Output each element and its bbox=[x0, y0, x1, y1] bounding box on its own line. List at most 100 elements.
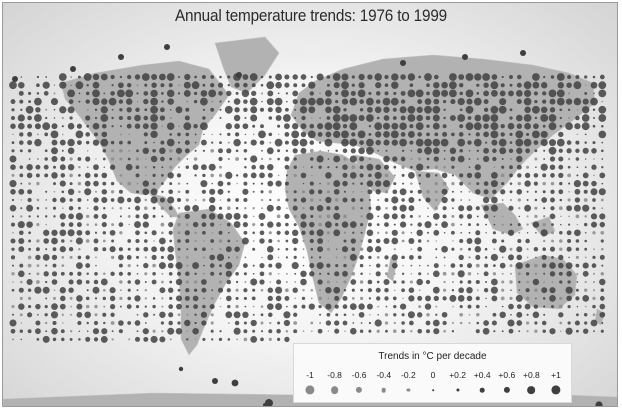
trend-dot bbox=[218, 156, 223, 162]
trend-dot bbox=[161, 166, 164, 169]
trend-dot bbox=[259, 230, 265, 236]
trend-dot bbox=[525, 288, 530, 293]
trend-dot bbox=[459, 91, 463, 96]
trend-dot bbox=[151, 73, 158, 81]
trend-dot bbox=[457, 295, 465, 302]
trend-dot bbox=[384, 222, 389, 228]
trend-dot bbox=[309, 91, 314, 96]
legend-dot bbox=[406, 388, 410, 392]
trend-dot bbox=[432, 319, 440, 327]
trend-dot bbox=[28, 182, 31, 185]
trend-dot bbox=[377, 215, 380, 218]
trend-dot bbox=[159, 107, 165, 113]
trend-dot bbox=[326, 312, 331, 317]
trend-dot bbox=[518, 215, 521, 218]
trend-dot bbox=[136, 100, 139, 103]
trend-dot bbox=[359, 296, 364, 301]
trend-dot bbox=[151, 254, 157, 260]
trend-dot bbox=[183, 122, 192, 131]
trend-dot bbox=[549, 262, 556, 269]
trend-dot bbox=[225, 262, 233, 270]
trend-dot bbox=[151, 82, 157, 88]
trend-dot bbox=[53, 117, 56, 119]
trend-dot bbox=[317, 189, 323, 195]
trend-dot bbox=[277, 174, 280, 177]
trend-dot bbox=[466, 213, 473, 219]
trend-dot bbox=[492, 148, 497, 154]
trend-dot bbox=[167, 245, 174, 253]
trend-dot bbox=[384, 296, 389, 301]
trend-dot bbox=[549, 164, 556, 170]
trend-dot bbox=[435, 198, 438, 202]
trend-dot bbox=[468, 256, 471, 259]
trend-dot bbox=[583, 189, 588, 194]
trend-dot bbox=[252, 313, 255, 316]
trend-dot bbox=[118, 254, 124, 261]
trend-dot bbox=[601, 182, 604, 185]
trend-dot bbox=[18, 90, 24, 96]
trend-dot bbox=[408, 205, 415, 212]
trend-dot bbox=[266, 204, 274, 212]
trend-dot bbox=[275, 73, 283, 81]
trend-dot bbox=[449, 115, 456, 121]
trend-dot bbox=[95, 158, 97, 160]
trend-dot bbox=[341, 89, 349, 98]
trend-dot bbox=[142, 123, 149, 130]
trend-dot bbox=[401, 173, 405, 177]
trend-dot bbox=[510, 289, 512, 291]
trend-dot bbox=[384, 83, 389, 87]
trend-dot bbox=[383, 131, 390, 138]
trend-dot bbox=[144, 256, 147, 259]
trend-dot bbox=[524, 172, 531, 179]
trend-dot bbox=[433, 263, 439, 269]
trend-dot bbox=[559, 108, 563, 112]
trend-dot bbox=[600, 230, 605, 235]
trend-dot bbox=[426, 329, 430, 334]
trend-dot bbox=[310, 214, 314, 218]
trend-dot bbox=[192, 164, 199, 171]
trend-dot bbox=[376, 296, 381, 301]
trend-dot bbox=[393, 304, 397, 309]
trend-dot bbox=[219, 297, 222, 300]
trend-dot bbox=[375, 91, 381, 96]
trend-dot bbox=[591, 180, 597, 187]
trend-dot bbox=[416, 278, 423, 286]
trend-dot bbox=[161, 174, 164, 177]
trend-dot bbox=[582, 270, 589, 277]
trend-dot bbox=[242, 74, 249, 80]
trend-dot bbox=[194, 174, 197, 177]
trend-dot bbox=[93, 238, 99, 244]
trend-dot bbox=[351, 83, 355, 87]
trend-dot bbox=[244, 141, 247, 144]
trend-dot bbox=[85, 263, 91, 269]
trend-dot bbox=[384, 313, 389, 317]
trend-dot bbox=[409, 214, 413, 218]
trend-dot bbox=[483, 99, 489, 105]
trend-dot bbox=[226, 222, 231, 227]
trend-dot bbox=[490, 253, 498, 261]
trend-dot bbox=[285, 222, 289, 227]
trend-dot bbox=[67, 229, 75, 237]
trend-dot bbox=[476, 158, 479, 160]
trend-dot bbox=[211, 338, 214, 341]
trend-dot bbox=[36, 239, 40, 243]
trend-dot bbox=[101, 131, 108, 138]
trend-dot bbox=[20, 322, 23, 324]
trend-dot bbox=[516, 304, 522, 309]
trend-dot bbox=[152, 214, 156, 218]
trend-dot bbox=[559, 280, 563, 284]
trend-dot bbox=[51, 172, 58, 179]
trend-dot bbox=[600, 198, 604, 202]
trend-dot bbox=[261, 149, 263, 152]
trend-dot bbox=[308, 106, 316, 114]
trend-dot bbox=[584, 305, 587, 308]
trend-dot bbox=[384, 91, 389, 96]
trend-dot bbox=[285, 198, 289, 202]
trend-dot bbox=[593, 248, 595, 251]
trend-dot bbox=[583, 313, 588, 317]
trend-dot bbox=[360, 231, 363, 234]
trend-dot bbox=[451, 330, 455, 333]
trend-dot bbox=[285, 247, 289, 251]
trend-dot bbox=[218, 173, 223, 178]
trend-dot bbox=[293, 198, 297, 202]
